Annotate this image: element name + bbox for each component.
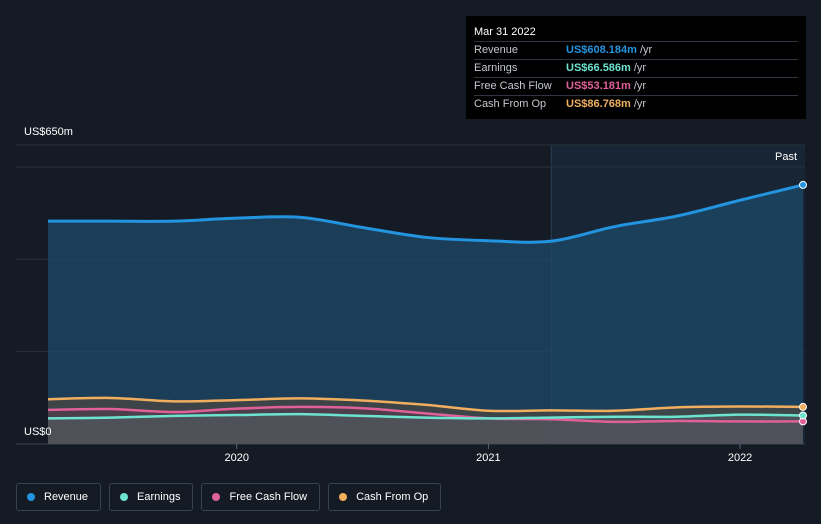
- tooltip-value: US$608.184m: [566, 44, 637, 56]
- tooltip-unit: /yr: [633, 80, 647, 92]
- x-tick-label: 2022: [728, 452, 752, 464]
- x-tick-label: 2021: [476, 452, 500, 464]
- series-lines: [47, 180, 807, 426]
- legend-item-free-cash-flow[interactable]: Free Cash Flow: [201, 483, 321, 511]
- x-tick-label: 2020: [225, 452, 249, 464]
- legend-label: Cash From Op: [356, 491, 429, 503]
- y-axis-bottom-label: US$0: [24, 426, 52, 438]
- revenue-end-point: [799, 180, 807, 189]
- cash-from-op-end-point: [799, 402, 807, 411]
- tooltip-row-free-cash-flow: Free Cash Flow US$53.181m /yr: [474, 77, 798, 95]
- past-label: Past: [775, 151, 797, 163]
- tooltip-value: US$86.768m: [566, 98, 631, 110]
- tooltip-date: Mar 31 2022: [474, 26, 536, 38]
- tooltip-label: Revenue: [474, 44, 519, 56]
- tooltip-label: Free Cash Flow: [474, 80, 552, 92]
- legend: Revenue Earnings Free Cash Flow Cash Fro…: [16, 483, 442, 511]
- earnings-line: [47, 412, 804, 420]
- y-axis-top-label: US$650m: [24, 126, 73, 138]
- tooltip-value: US$53.181m: [566, 80, 631, 92]
- legend-dot-icon: [120, 493, 129, 501]
- tooltip-label: Earnings: [474, 62, 518, 74]
- revenue-area: [48, 184, 803, 444]
- tooltip-value: US$66.586m: [566, 62, 631, 74]
- legend-label: Free Cash Flow: [229, 491, 308, 503]
- tooltip-unit: /yr: [633, 62, 647, 74]
- tooltip-row-revenue: Revenue US$608.184m /yr: [474, 41, 798, 59]
- x-axis-ticks: 2020 2021 2022: [225, 444, 752, 464]
- tooltip-row-cash-from-op: Cash From Op US$86.768m /yr: [474, 95, 798, 113]
- tooltip-unit: /yr: [639, 44, 653, 56]
- tooltip: Mar 31 2022 Revenue US$608.184m /yr Earn…: [466, 16, 806, 119]
- tooltip-row-earnings: Earnings US$66.586m /yr: [474, 59, 798, 77]
- legend-dot-icon: [339, 493, 348, 501]
- legend-label: Revenue: [44, 491, 89, 503]
- legend-dot-icon: [212, 493, 221, 501]
- revenue-line: [48, 183, 804, 244]
- legend-dot-icon: [27, 493, 35, 501]
- cash-from-op-line: [47, 396, 804, 413]
- legend-item-cash-from-op[interactable]: Cash From Op: [328, 483, 442, 511]
- tooltip-unit: /yr: [633, 98, 647, 110]
- legend-item-earnings[interactable]: Earnings: [109, 483, 194, 511]
- free-cash-flow-line: [47, 405, 804, 424]
- legend-label: Earnings: [137, 491, 181, 503]
- legend-item-revenue[interactable]: Revenue: [16, 483, 102, 511]
- tooltip-label: Cash From Op: [474, 98, 547, 110]
- earnings-end-point: [799, 411, 807, 420]
